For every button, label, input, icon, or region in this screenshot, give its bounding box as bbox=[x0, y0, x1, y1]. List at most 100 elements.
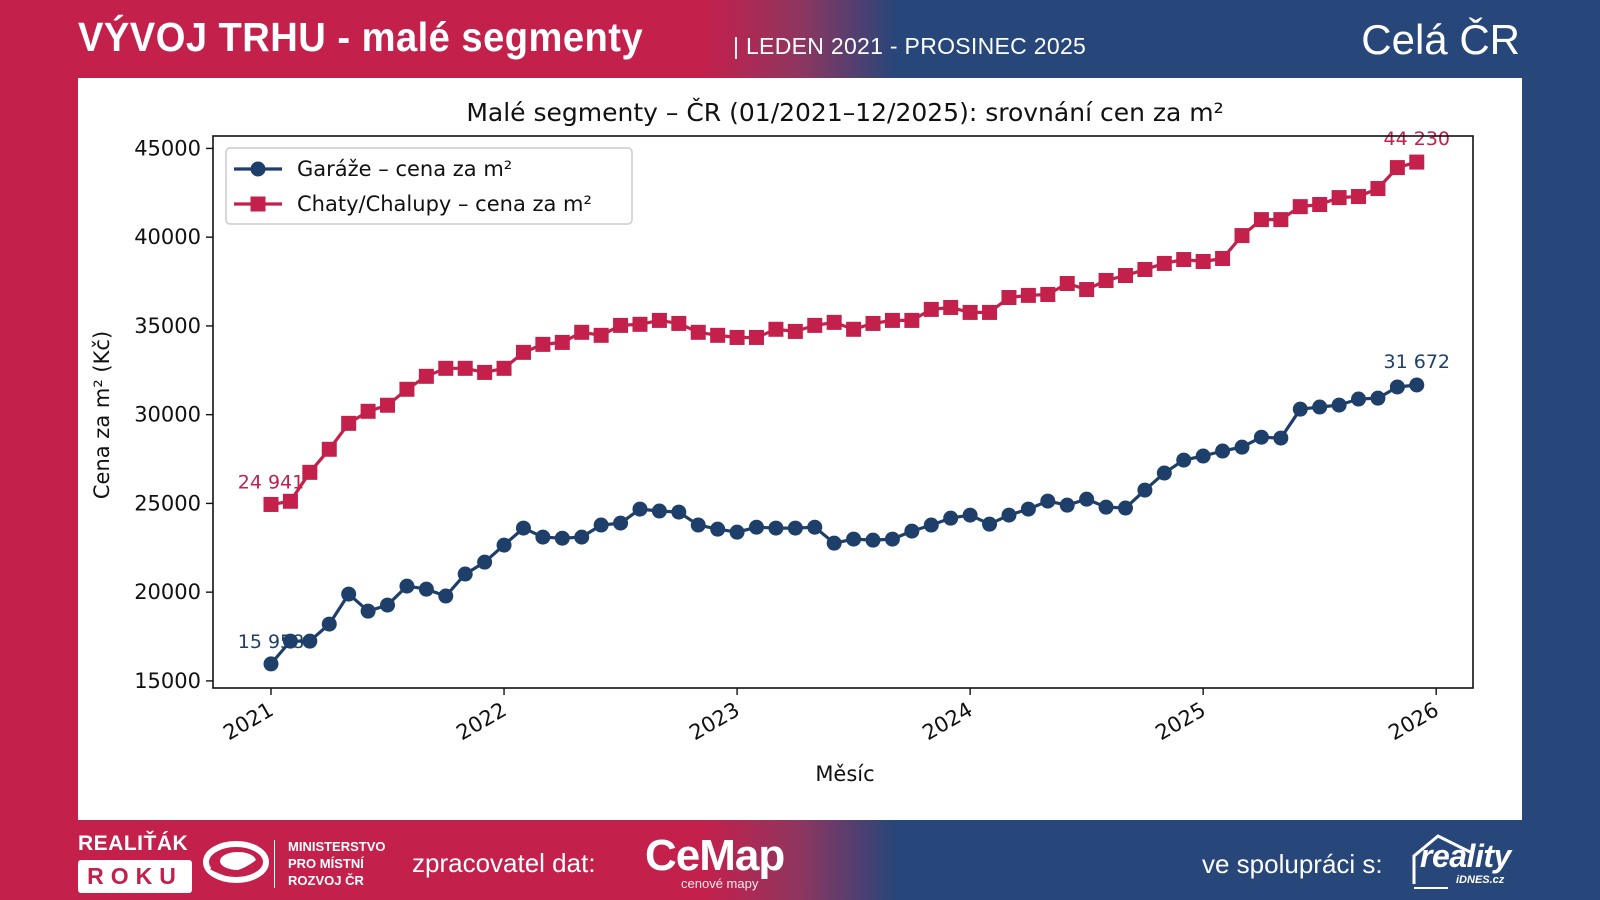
data-point-chaty bbox=[1292, 199, 1308, 215]
data-point-chaty bbox=[1409, 154, 1425, 170]
data-point-chaty bbox=[632, 316, 648, 332]
data-point-chaty bbox=[826, 314, 842, 330]
data-point-garaze bbox=[982, 516, 998, 532]
ministry-line-1: MINISTERSTVO bbox=[288, 839, 386, 854]
data-point-garaze bbox=[826, 535, 842, 551]
data-point-garaze bbox=[1312, 399, 1328, 415]
data-point-chaty bbox=[535, 336, 551, 352]
data-point-chaty bbox=[1253, 212, 1269, 228]
data-point-chaty bbox=[515, 344, 531, 360]
data-point-chaty bbox=[690, 324, 706, 340]
data-point-chaty bbox=[554, 334, 570, 350]
data-point-garaze bbox=[729, 524, 745, 540]
data-point-chaty bbox=[574, 324, 590, 340]
end-value-label: 31 672 bbox=[1384, 351, 1450, 373]
legend: Garáže – cena za m² Chaty/Chalupy – cena … bbox=[225, 147, 633, 225]
data-point-garaze bbox=[1176, 452, 1192, 468]
data-point-chaty bbox=[341, 415, 357, 431]
data-point-chaty bbox=[671, 315, 687, 331]
y-tick-label: 30000 bbox=[134, 403, 201, 427]
data-point-chaty bbox=[710, 327, 726, 343]
roku-label: ROKU bbox=[78, 860, 192, 893]
data-point-garaze bbox=[962, 507, 978, 523]
data-point-chaty bbox=[477, 364, 493, 380]
data-point-chaty bbox=[1001, 290, 1017, 306]
period-subtitle: | LEDEN 2021 - PROSINEC 2025 bbox=[733, 33, 1087, 59]
data-point-garaze bbox=[787, 520, 803, 536]
cemap-logo: CeMap cenové mapy bbox=[645, 834, 785, 892]
data-point-garaze bbox=[1331, 397, 1347, 413]
data-processor-label: zpracovatel dat: bbox=[412, 848, 596, 878]
start-value-label: 24 941 bbox=[238, 471, 304, 493]
data-point-garaze bbox=[865, 532, 881, 548]
data-point-garaze bbox=[593, 517, 609, 533]
end-value-label: 44 230 bbox=[1384, 128, 1450, 150]
x-axis-label: Měsíc bbox=[815, 762, 874, 786]
data-point-garaze bbox=[1351, 391, 1367, 407]
plot-area: 15 958 31 672 24 941 44 230 bbox=[238, 128, 1450, 672]
data-point-garaze bbox=[477, 554, 493, 570]
y-axis-label: Cena za m² (Kč) bbox=[90, 331, 114, 499]
legend-marker-circle-icon bbox=[250, 161, 266, 177]
data-point-chaty bbox=[1176, 252, 1192, 268]
data-point-garaze bbox=[535, 529, 551, 545]
data-point-chaty bbox=[884, 312, 900, 328]
data-point-chaty bbox=[399, 381, 415, 397]
data-point-garaze bbox=[1389, 379, 1405, 395]
data-point-garaze bbox=[904, 523, 920, 539]
data-point-chaty bbox=[1215, 250, 1231, 266]
chart-panel: Malé segmenty – ČR (01/2021–12/2025): sr… bbox=[78, 78, 1522, 820]
x-tick-label: 2025 bbox=[1151, 698, 1209, 746]
data-point-chaty bbox=[962, 304, 978, 320]
series-line-garaze bbox=[269, 383, 1417, 665]
partner-label: ve spolupráci s: bbox=[1202, 849, 1383, 879]
data-point-garaze bbox=[1195, 448, 1211, 464]
data-point-garaze bbox=[613, 515, 629, 531]
data-point-garaze bbox=[1117, 500, 1133, 516]
data-point-garaze bbox=[1253, 429, 1269, 445]
data-point-garaze bbox=[263, 656, 279, 672]
data-point-garaze bbox=[554, 530, 570, 546]
data-point-chaty bbox=[1370, 181, 1386, 197]
data-point-chaty bbox=[380, 397, 396, 413]
data-point-garaze bbox=[632, 501, 648, 517]
data-point-chaty bbox=[846, 321, 862, 337]
y-tick-label: 40000 bbox=[134, 225, 201, 249]
data-point-garaze bbox=[749, 519, 764, 535]
data-point-chaty bbox=[418, 368, 434, 384]
data-point-chaty bbox=[943, 299, 959, 315]
data-point-garaze bbox=[807, 519, 823, 535]
data-point-garaze bbox=[884, 531, 900, 547]
y-tick-label: 15000 bbox=[134, 669, 201, 693]
data-point-chaty bbox=[496, 360, 512, 376]
ministry-line-2: PRO MÍSTNÍ bbox=[288, 856, 364, 871]
reality-subtitle: iDNES.cz bbox=[1456, 874, 1505, 886]
data-point-garaze bbox=[1156, 465, 1172, 481]
data-point-garaze bbox=[710, 521, 726, 537]
legend-label: Garáže – cena za m² bbox=[297, 157, 512, 181]
data-point-chaty bbox=[1351, 189, 1367, 205]
data-point-garaze bbox=[1020, 501, 1036, 517]
data-point-chaty bbox=[1273, 212, 1289, 228]
data-point-chaty bbox=[613, 317, 629, 333]
data-point-garaze bbox=[496, 537, 512, 553]
data-point-chaty bbox=[1195, 253, 1211, 269]
data-point-chaty bbox=[1389, 160, 1405, 176]
x-tick-label: 2023 bbox=[685, 698, 743, 746]
data-point-garaze bbox=[515, 520, 531, 536]
data-point-garaze bbox=[380, 597, 396, 613]
data-point-chaty bbox=[1079, 282, 1095, 298]
data-point-garaze bbox=[768, 520, 784, 536]
data-point-chaty bbox=[982, 304, 998, 320]
data-point-garaze bbox=[1079, 491, 1095, 507]
data-point-chaty bbox=[1137, 261, 1153, 277]
data-point-chaty bbox=[807, 317, 823, 333]
y-tick-label: 45000 bbox=[134, 136, 201, 160]
data-point-garaze bbox=[457, 566, 473, 582]
ministry-name: MINISTERSTVO PRO MÍSTNÍ ROZVOJ ČR bbox=[288, 838, 386, 889]
y-tick-label: 35000 bbox=[134, 314, 201, 338]
data-point-chaty bbox=[1117, 268, 1133, 284]
data-point-chaty bbox=[787, 323, 803, 339]
ministry-emblem-icon bbox=[203, 841, 269, 883]
legend-box bbox=[225, 147, 633, 225]
